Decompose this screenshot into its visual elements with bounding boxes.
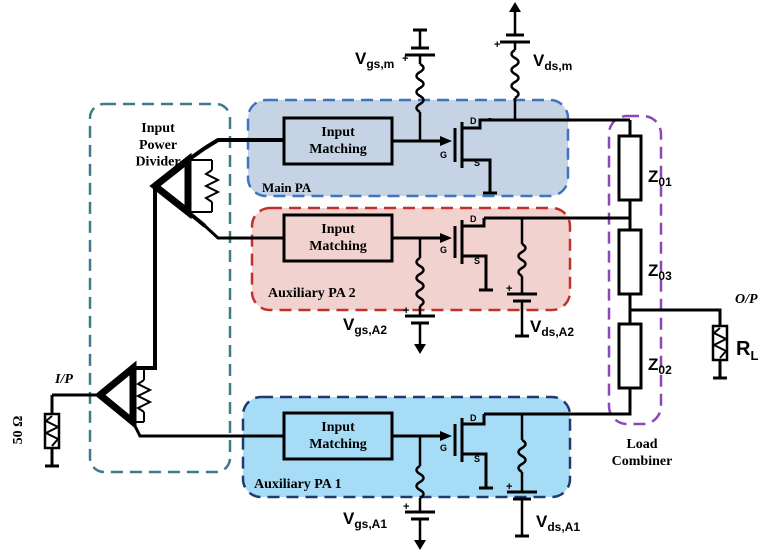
aux2-gate-label: G xyxy=(440,245,447,255)
aux2-gate-path xyxy=(392,233,452,258)
aux1-gate-inductor xyxy=(415,464,425,500)
main-drain-plus: + xyxy=(494,39,500,51)
main-pa-label: Main PA xyxy=(262,180,312,195)
aux-pa1-label: Auxiliary PA 1 xyxy=(254,477,342,492)
main-drain-label: D xyxy=(470,116,477,126)
source-resistor xyxy=(43,395,61,468)
aux1-drain-battery xyxy=(507,472,537,538)
input-port-label: I/P xyxy=(54,372,73,387)
main-drain-path xyxy=(490,98,630,122)
vgs-a2-label: Vgs,A2 xyxy=(343,315,387,337)
aux1-matching-label: Input Matching xyxy=(309,420,367,452)
output-port-label: O/P xyxy=(735,292,758,307)
z02-label: Z02 xyxy=(648,355,672,377)
load-label: RL xyxy=(736,338,758,363)
aux-pa2-region xyxy=(250,206,572,312)
main-drain-battery xyxy=(500,2,530,50)
z03-label: Z03 xyxy=(648,261,672,283)
aux2-gate-inductor xyxy=(415,256,425,308)
aux2-drain-plus: + xyxy=(506,283,512,295)
z01-block xyxy=(617,134,643,202)
aux1-gate-battery xyxy=(405,498,435,550)
aux1-drain-plus: + xyxy=(506,481,512,493)
source-impedance-label: 50 Ω xyxy=(11,416,26,445)
main-gate-label: G xyxy=(440,150,447,160)
main-gate-path xyxy=(392,112,452,146)
aux2-matching-label: Input Matching xyxy=(309,222,367,254)
aux1-drain-inductor xyxy=(517,438,527,474)
lower-divider xyxy=(94,360,153,430)
aux2-gate-plus: + xyxy=(403,305,409,317)
main-gate-plus: + xyxy=(402,53,408,65)
main-matching-label: Input Matching xyxy=(309,125,367,157)
main-gate-battery xyxy=(405,28,435,64)
vds-a2-label: Vds,A2 xyxy=(530,317,574,339)
input-divider-region xyxy=(88,102,232,474)
main-gate-inductor xyxy=(415,62,425,114)
vds-a1-label: Vds,A1 xyxy=(536,512,580,534)
load-combiner-region xyxy=(607,114,663,426)
vgs-main-label: Vgs,m xyxy=(355,49,394,71)
aux2-gate-battery xyxy=(405,306,435,354)
aux1-gate-path xyxy=(392,431,452,466)
z02-block xyxy=(617,322,643,390)
input-divider-label: Input Power Divider xyxy=(135,121,180,170)
aux1-drain-path xyxy=(484,404,632,440)
divider-to-main-wire xyxy=(203,138,284,150)
aux2-drain-path xyxy=(484,216,630,244)
aux2-drain-inductor xyxy=(517,242,527,278)
aux1-gate-plus: + xyxy=(403,501,409,513)
load-combiner-label: Load Combiner xyxy=(612,437,673,469)
aux-pa2-label: Auxiliary PA 2 xyxy=(268,286,356,301)
aux-pa1-region xyxy=(241,395,572,499)
aux2-transistor xyxy=(453,218,495,292)
divider-to-aux2-wire xyxy=(203,224,284,240)
load-resistor xyxy=(711,324,729,380)
aux1-source-label: S xyxy=(474,454,480,464)
aux2-drain-label: D xyxy=(470,214,477,224)
z01-label: Z01 xyxy=(648,167,672,189)
aux1-gate-label: G xyxy=(440,443,447,453)
aux2-drain-battery xyxy=(507,276,537,338)
output-wire xyxy=(630,308,722,326)
vds-main-label: Vds,m xyxy=(533,51,572,73)
aux1-drain-label: D xyxy=(470,413,477,423)
divider-to-aux1-wire xyxy=(131,421,284,438)
aux2-source-label: S xyxy=(474,256,480,266)
main-source-label: S xyxy=(474,158,480,168)
z03-block xyxy=(617,228,643,296)
main-pa-region xyxy=(246,98,570,198)
upper-divider xyxy=(149,146,221,228)
aux1-transistor xyxy=(453,414,495,490)
main-drain-inductor xyxy=(510,48,520,100)
divider-to-upper-wire xyxy=(133,186,157,370)
vgs-a1-label: Vgs,A1 xyxy=(343,509,387,531)
